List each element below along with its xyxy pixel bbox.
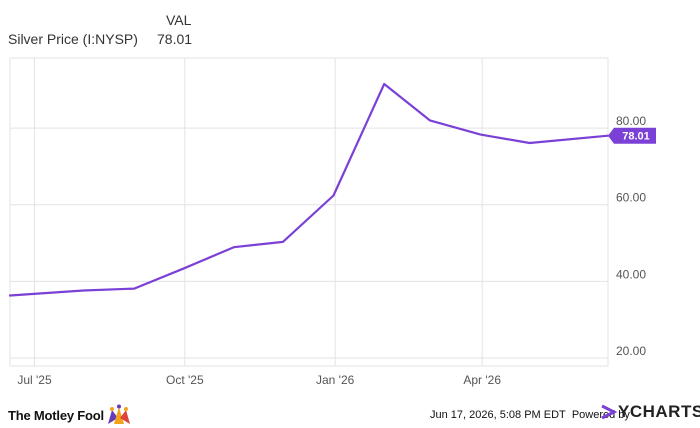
ycharts-chevron-icon xyxy=(601,404,618,420)
x-tick-label: Oct '25 xyxy=(166,373,204,387)
footer: The Motley Fool Jun 17, 2026, 5:08 PM ED… xyxy=(0,392,700,428)
legend-series-value: 78.01 xyxy=(157,31,193,47)
legend-series-name: Silver Price (I:NYSP) xyxy=(8,31,138,47)
x-tick-label: Apr '26 xyxy=(463,373,501,387)
y-tick-label: 80.00 xyxy=(616,114,646,128)
motley-fool-logo[interactable]: The Motley Fool xyxy=(8,402,132,428)
motley-fool-logo-text: The Motley Fool xyxy=(8,407,104,423)
y-tick-label: 40.00 xyxy=(616,267,646,281)
timestamp: Jun 17, 2026, 5:08 PM EDT xyxy=(430,409,566,421)
last-value-label: 78.01 xyxy=(622,131,650,143)
jester-hat-icon xyxy=(107,404,130,424)
chart-meta: Jun 17, 2026, 5:08 PM EDT Powered by xyxy=(430,409,633,421)
legend-column-header: VAL xyxy=(166,12,192,28)
legend-header: VAL Silver Price (I:NYSP) 78.01 xyxy=(0,0,260,52)
line-chart: 20.00 40.00 60.00 80.00 Jul '25 Oct '25 Jan '2… xyxy=(8,57,656,387)
plot-frame xyxy=(9,57,609,367)
ycharts-logo-text: YCHARTS xyxy=(618,402,700,421)
x-tick-label: Jan '26 xyxy=(316,373,355,387)
x-tick-label: Jul '25 xyxy=(17,373,52,387)
y-tick-label: 60.00 xyxy=(616,191,646,205)
y-tick-label: 20.00 xyxy=(616,344,646,358)
ycharts-logo[interactable]: YCHARTS xyxy=(600,402,700,422)
series-line xyxy=(8,82,610,297)
last-value-badge xyxy=(608,127,656,144)
